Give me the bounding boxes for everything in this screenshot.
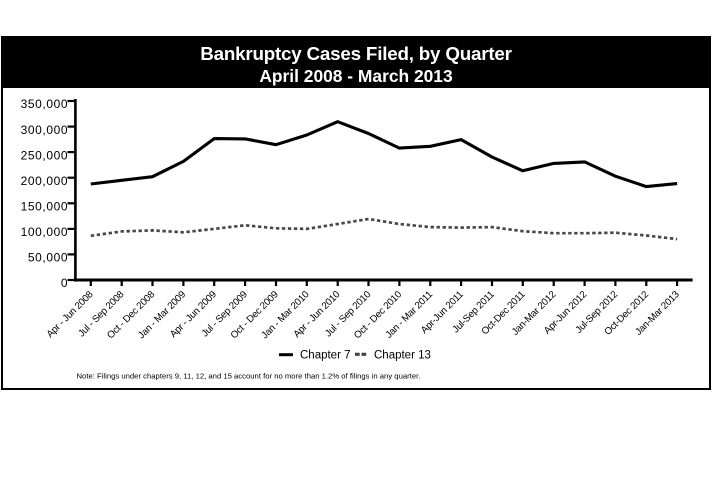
svg-text:100,000: 100,000 [21,225,69,239]
svg-text:250,000: 250,000 [21,148,69,162]
svg-text:Chapter 7: Chapter 7 [300,350,351,362]
svg-text:50,000: 50,000 [28,251,68,265]
svg-text:350,000: 350,000 [21,97,69,111]
svg-text:0: 0 [61,276,68,290]
svg-text:200,000: 200,000 [21,174,69,188]
svg-text:Chapter 13: Chapter 13 [374,350,431,362]
svg-text:150,000: 150,000 [21,200,69,214]
svg-text:300,000: 300,000 [21,123,69,137]
svg-text:Bankruptcy Cases Filed, by Qua: Bankruptcy Cases Filed, by Quarter [200,43,512,64]
svg-text:Note: Filings under chapters 9: Note: Filings under chapters 9, 11, 12, … [77,372,421,381]
svg-text:April 2008 - March 2013: April 2008 - March 2013 [259,66,453,86]
